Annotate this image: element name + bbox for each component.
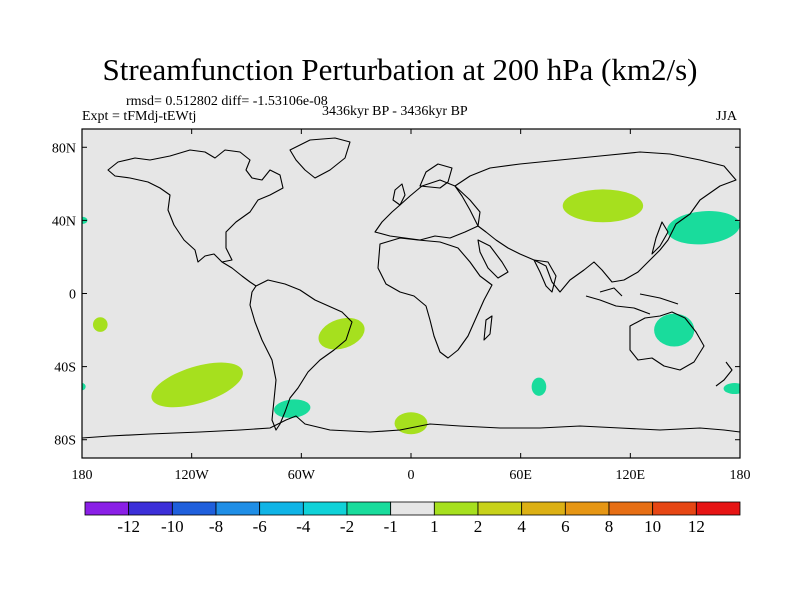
colorbar-label: 10 bbox=[644, 517, 661, 536]
anomaly-neg-drake-passage bbox=[273, 399, 311, 418]
colorbar-label: -1 bbox=[384, 517, 398, 536]
colorbar-swatch bbox=[433, 501, 479, 516]
season-label: JJA bbox=[716, 109, 738, 124]
anomaly-pos-south-pacific-large bbox=[151, 362, 243, 408]
y-tick-label: 40S bbox=[54, 361, 76, 376]
y-tick-label: 80S bbox=[54, 434, 76, 449]
x-tick-label: 60W bbox=[288, 468, 316, 483]
colorbar-swatch bbox=[302, 501, 348, 516]
colorbar-swatch bbox=[215, 501, 261, 516]
y-tick-label: 80N bbox=[52, 141, 76, 156]
coast-madagascar bbox=[483, 315, 493, 341]
anomaly-layer bbox=[82, 189, 740, 435]
y-tick-label: 40N bbox=[52, 214, 76, 229]
colorbar-swatch bbox=[390, 501, 435, 516]
coast-arabia bbox=[477, 239, 509, 279]
coast-australia bbox=[629, 311, 705, 371]
colorbar-swatch bbox=[652, 501, 697, 516]
colorbar-swatch bbox=[171, 501, 217, 516]
colorbar-label: -2 bbox=[340, 517, 354, 536]
chart-title: Streamfunction Perturbation at 200 hPa (… bbox=[102, 52, 698, 87]
colorbar-label: 6 bbox=[561, 517, 570, 536]
colorbar-swatch bbox=[259, 501, 304, 516]
colorbar-label: 1 bbox=[430, 517, 439, 536]
anomaly-neg-west-edge-south bbox=[82, 383, 86, 391]
colorbar-swatch bbox=[346, 501, 392, 516]
coast-antarctica bbox=[81, 415, 741, 439]
colorbar-label: 4 bbox=[517, 517, 526, 536]
colorbar: -12 -10 -8 -6 -4 -2 -1 1 2 4 6 8 10 12 bbox=[84, 501, 741, 536]
anomaly-neg-nw-pacific bbox=[666, 211, 740, 245]
x-tick-label: 60E bbox=[509, 468, 532, 483]
coast-new-zealand bbox=[715, 361, 733, 387]
colorbar-label: 12 bbox=[688, 517, 705, 536]
colorbar-swatch bbox=[608, 501, 654, 516]
x-tick-label: 120E bbox=[616, 468, 646, 483]
coast-central-america bbox=[221, 261, 257, 287]
x-tick-label: 0 bbox=[408, 468, 415, 483]
anomaly-pos-mongolia bbox=[562, 189, 644, 223]
colorbar-label: -12 bbox=[117, 517, 140, 536]
coast-asia bbox=[454, 151, 737, 293]
x-tick-label: 180 bbox=[72, 468, 93, 483]
anomaly-pos-south-pacific-small bbox=[92, 317, 108, 332]
anomaly-neg-east-edge bbox=[723, 383, 740, 395]
experiment-label: Expt = tFMdj-tEWtj bbox=[82, 109, 197, 124]
colorbar-swatch bbox=[564, 501, 610, 516]
colorbar-swatch bbox=[695, 501, 741, 516]
coast-indonesia bbox=[585, 287, 679, 315]
x-tick-label: 120W bbox=[175, 468, 210, 483]
colorbar-swatch bbox=[84, 501, 130, 516]
period-label: 3436kyr BP - 3436kyr BP bbox=[322, 104, 468, 119]
coast-india bbox=[533, 259, 557, 293]
anomaly-pos-south-atlantic bbox=[318, 317, 365, 350]
colorbar-label: -8 bbox=[209, 517, 223, 536]
colorbar-label: 8 bbox=[605, 517, 614, 536]
colorbar-swatch bbox=[521, 501, 566, 516]
y-tick-label: 0 bbox=[69, 288, 76, 303]
coast-scandinavia bbox=[419, 163, 453, 189]
colorbar-label: -4 bbox=[296, 517, 311, 536]
colorbar-label: 2 bbox=[474, 517, 483, 536]
anomaly-pos-weddell bbox=[394, 412, 428, 435]
stats-label: rmsd= 0.512802 diff= -1.53106e-08 bbox=[126, 94, 328, 109]
colorbar-swatch bbox=[477, 501, 523, 516]
coast-britain bbox=[392, 183, 406, 206]
coast-north-america bbox=[107, 149, 284, 263]
anomaly-neg-indian-small bbox=[531, 377, 547, 396]
x-tick-label: 180 bbox=[730, 468, 751, 483]
colorbar-label: -10 bbox=[161, 517, 184, 536]
coast-africa bbox=[377, 237, 493, 359]
coast-japan bbox=[651, 221, 669, 255]
colorbar-label: -6 bbox=[253, 517, 267, 536]
coastline-layer bbox=[81, 137, 741, 439]
anomaly-neg-australia bbox=[654, 313, 695, 347]
coast-south-america bbox=[249, 279, 353, 431]
map-ocean-background bbox=[82, 129, 740, 458]
coast-greenland bbox=[289, 137, 351, 179]
axis-ticks: 180 120W 60W 0 60E 120E 180 80N 40N 0 40S 80S bbox=[52, 129, 751, 483]
colorbar-swatch bbox=[128, 501, 173, 516]
